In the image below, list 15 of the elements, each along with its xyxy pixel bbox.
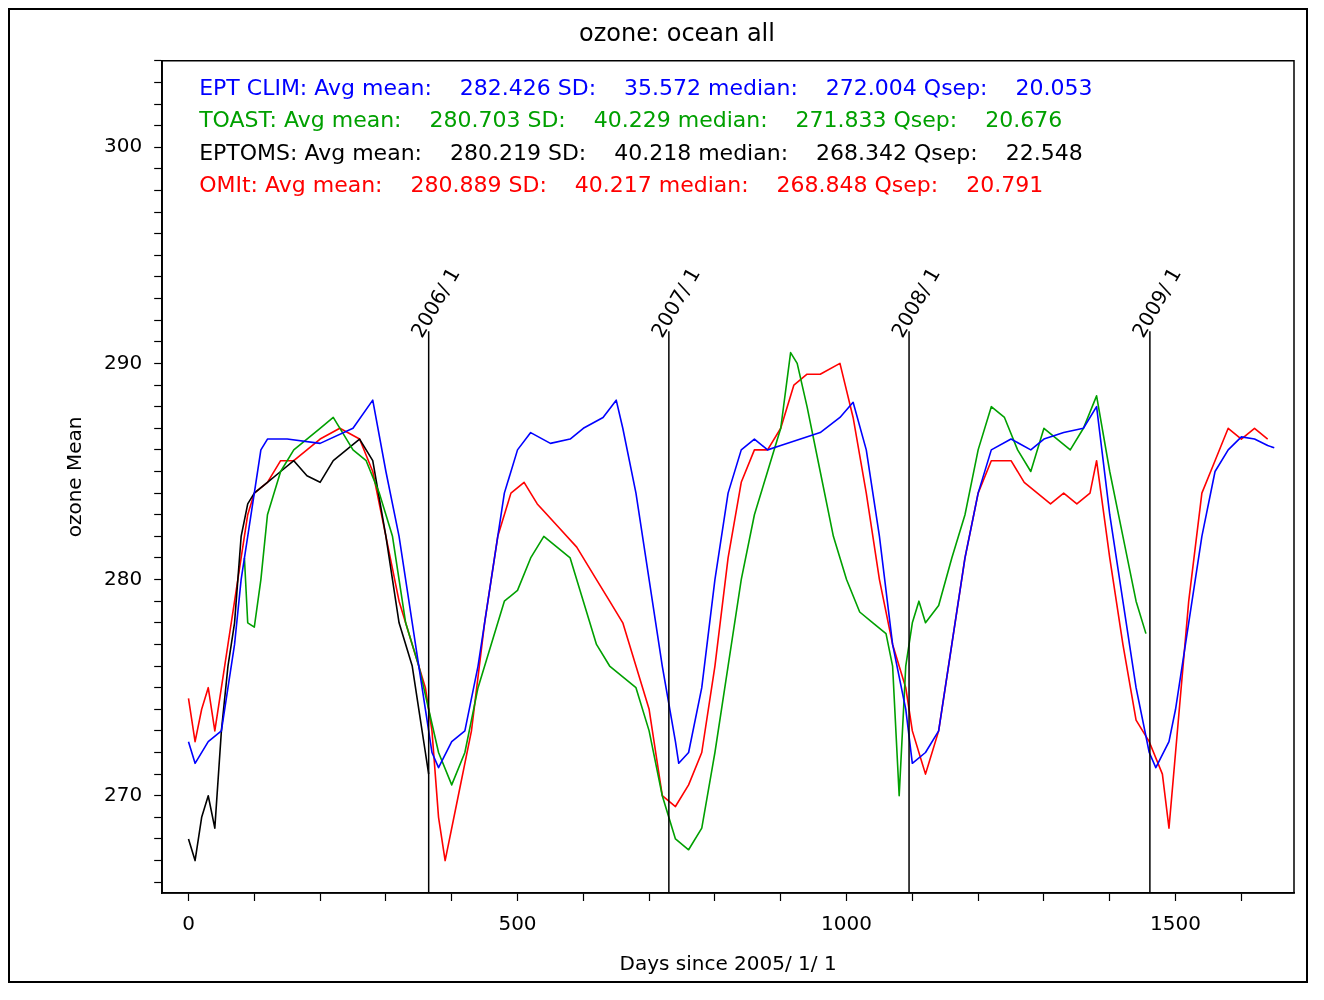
y-tick-label: 280 <box>103 565 143 590</box>
text: TOAST: Avg mean: 280.703 SD: 40.229 median: 271.833 Qsep: 20.676 <box>199 107 1063 133</box>
y-tick-label: 270 <box>103 781 143 806</box>
text: EPT CLIM: Avg mean: 282.426 SD: 35.572 median: 272.004 Qsep: 20.053 <box>199 74 1093 100</box>
y-tick-label: 290 <box>103 349 143 374</box>
x-axis-title: Days since 2005/ 1/ 1 <box>619 951 837 976</box>
x-tick-label: 1500 <box>1150 911 1202 936</box>
chart-title: ozone: ocean all <box>579 18 775 47</box>
x-tick-label: 1000 <box>821 911 872 936</box>
x-tick-label: 0 <box>182 911 195 936</box>
text: OMIt: Avg mean: 280.889 SD: 40.217 median: 268.848 Qsep: 20.791 <box>199 172 1044 198</box>
x-tick-label: 500 <box>498 911 537 936</box>
y-tick-label: 300 <box>103 133 143 158</box>
text: EPTOMS: Avg mean: 280.219 SD: 40.218 median: 268.342 Qsep: 22.548 <box>199 139 1083 165</box>
y-axis-title: ozone Mean <box>62 416 87 538</box>
